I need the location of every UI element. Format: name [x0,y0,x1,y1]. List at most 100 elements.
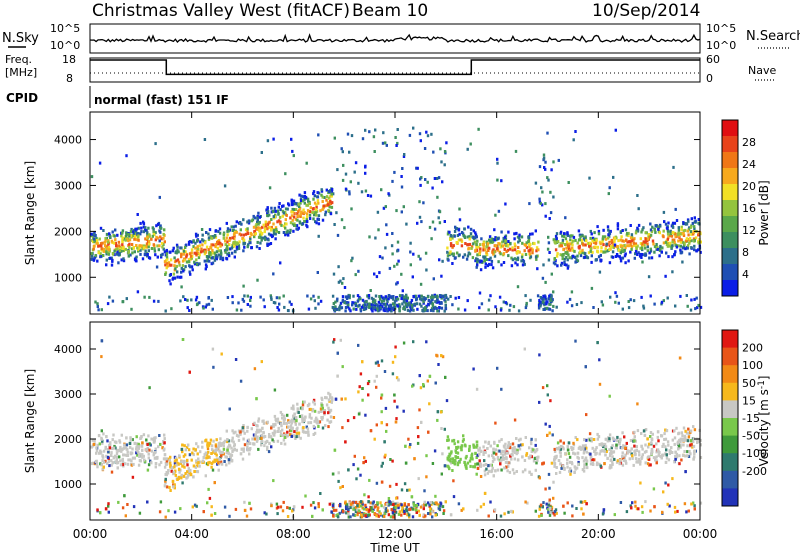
range-cell [425,130,428,134]
range-cell [102,254,105,257]
range-cell [630,233,634,237]
colorbar-tick-label: 8 [742,246,749,259]
range-cell [315,205,318,209]
range-cell [143,246,146,250]
range-cell [513,242,516,246]
freq-left-tick-bottom: 8 [66,72,73,85]
range-cell [580,301,583,305]
range-cell [299,215,302,218]
range-cell [107,246,111,249]
range-cell [476,257,479,261]
range-cell [502,261,506,264]
range-cell [496,457,500,461]
range-cell [555,446,559,450]
range-cell [345,511,348,515]
range-cell [646,245,649,249]
range-cell [647,233,651,236]
range-cell [634,231,638,235]
range-cell [630,247,633,251]
range-cell [387,513,391,517]
range-cell [442,512,445,515]
range-cell [540,301,544,305]
range-cell [165,266,168,270]
range-cell [102,449,106,453]
range-cell [686,229,689,233]
range-cell [375,374,378,378]
range-cell [431,302,434,306]
range-cell [226,233,229,237]
range-cell [214,229,217,233]
range-cell [560,261,564,265]
range-cell [608,394,611,398]
range-cell [146,446,149,450]
range-cell [342,277,345,281]
range-cell [374,505,377,509]
range-cell [140,226,143,230]
range-cell [235,308,239,312]
range-cell [416,426,420,430]
range-cell [685,431,689,435]
range-cell [241,426,245,430]
range-cell [272,424,275,428]
range-cell [320,403,323,407]
range-cell [341,178,345,182]
range-cell [257,235,261,239]
range-cell [271,235,274,239]
range-cell [195,234,198,238]
range-cell [301,222,305,226]
range-cell [274,209,277,213]
range-cell [114,241,117,245]
range-cell [642,304,645,308]
range-cell [130,247,134,251]
range-cell [179,461,182,465]
range-cell [354,273,357,277]
range-cell [96,443,99,447]
range-cell [125,297,128,301]
range-cell [226,252,229,256]
range-cell [411,275,414,279]
range-cell [100,308,103,312]
range-cell [479,260,482,264]
range-cell [258,428,261,432]
range-cell [370,303,373,307]
range-cell [516,263,519,267]
range-cell [270,296,273,300]
range-cell [586,466,589,470]
range-cell [303,211,306,215]
range-cell [159,230,162,234]
range-cell [233,237,236,240]
range-cell [530,450,533,453]
range-cell [158,195,161,199]
range-cell [619,259,623,263]
range-cell [160,226,163,230]
range-cell [393,299,397,303]
range-cell [667,458,671,462]
range-cell [180,246,183,250]
range-cell [384,141,387,145]
range-cell [387,192,390,196]
range-cell [472,229,475,233]
range-cell [270,445,273,449]
range-cell [94,254,97,257]
range-cell [300,414,304,418]
range-cell [469,232,473,236]
range-cell [207,487,210,491]
range-cell [207,296,210,299]
range-cell [299,212,302,216]
range-cell [100,355,103,359]
range-cell [367,294,371,297]
range-cell [235,247,239,251]
range-cell [130,459,133,463]
range-cell [668,452,671,455]
range-cell [287,419,290,423]
range-cell [303,419,306,423]
range-cell [560,466,563,470]
range-cell [127,254,130,258]
range-cell [276,430,279,433]
range-cell [367,500,370,504]
range-cell [536,458,539,462]
range-cell [382,206,386,210]
range-cell [514,448,517,452]
range-cell [603,442,607,446]
range-cell [247,219,251,223]
